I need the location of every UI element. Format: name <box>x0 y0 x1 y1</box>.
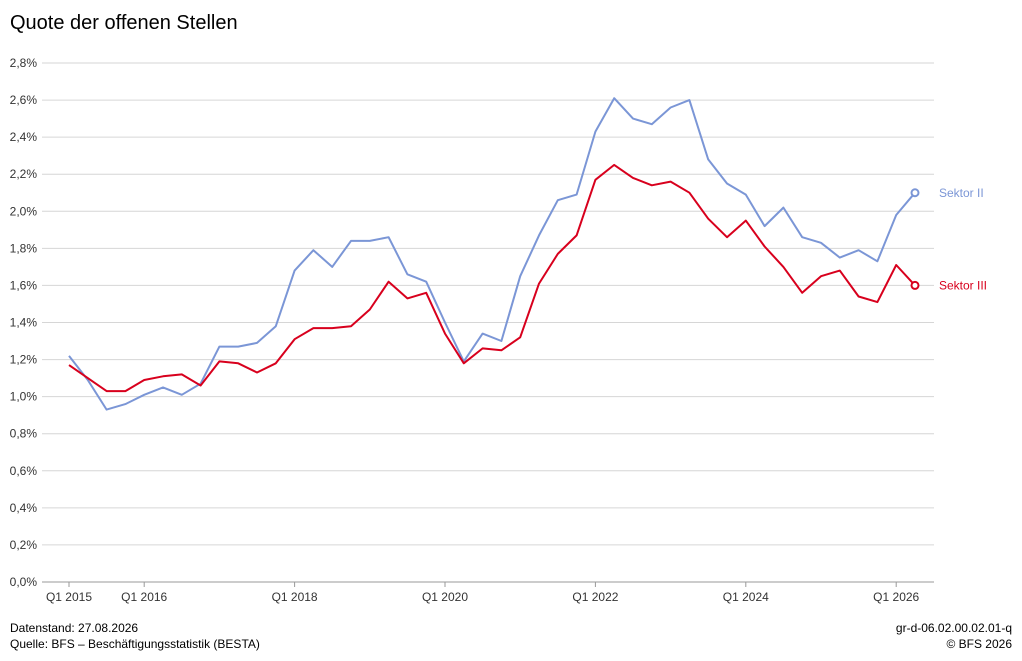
y-tick-label: 2,4% <box>10 130 38 144</box>
series-line <box>68 163 916 393</box>
data-date: Datenstand: 27.08.2026 <box>10 621 139 635</box>
x-tick-label: Q1 2020 <box>422 590 468 604</box>
y-axis-ticks: 0,0% 0,2% 0,4% 0,6% 0,8% 1,0% 1,2% 1,4% 1,6% 1,8%… <box>10 56 38 589</box>
grid-lines <box>42 62 934 583</box>
copyright: © BFS 2026 <box>946 637 1012 651</box>
series-group <box>68 97 920 411</box>
series-label: Sektor II <box>939 186 984 200</box>
y-tick-label: 0,0% <box>10 575 38 589</box>
y-tick-label: 1,6% <box>10 278 38 292</box>
series-label: Sektor III <box>939 278 987 292</box>
y-tick-label: 0,8% <box>10 427 38 441</box>
y-tick-label: 1,2% <box>10 353 38 367</box>
y-tick-label: 2,8% <box>10 56 38 70</box>
y-tick-label: 2,2% <box>10 167 38 181</box>
series-line <box>68 97 916 411</box>
chart-title: Quote der offenen Stellen <box>10 12 238 34</box>
series-end-marker <box>910 188 920 198</box>
y-tick-label: 1,4% <box>10 316 38 330</box>
series-end-marker <box>910 280 920 290</box>
footer-left: Datenstand: 27.08.2026 Quelle: BFS – Bes… <box>10 620 260 652</box>
y-tick-label: 1,0% <box>10 390 38 404</box>
data-source: Quelle: BFS – Beschäftigungsstatistik (B… <box>10 637 260 651</box>
x-axis-ticks: Q1 2015 Q1 2016 Q1 2018 Q1 2020 Q1 2022 Q1 20… <box>46 582 920 604</box>
x-tick-label: Q1 2026 <box>873 590 919 604</box>
y-tick-label: 0,2% <box>10 538 38 552</box>
y-tick-label: 2,0% <box>10 204 38 218</box>
x-tick-label: Q1 2018 <box>272 590 318 604</box>
x-tick-label: Q1 2024 <box>723 590 769 604</box>
x-tick-label: Q1 2022 <box>572 590 618 604</box>
y-tick-label: 0,6% <box>10 464 38 478</box>
footer-right: gr-d-06.02.00.02.01-q © BFS 2026 <box>896 620 1012 652</box>
y-tick-label: 0,4% <box>10 501 38 515</box>
series-labels: Sektor II Sektor III <box>939 186 987 293</box>
y-tick-label: 1,8% <box>10 241 38 255</box>
graphic-code: gr-d-06.02.00.02.01-q <box>895 621 1012 635</box>
y-tick-label: 2,6% <box>10 93 38 107</box>
x-tick-label: Q1 2016 <box>121 590 167 604</box>
x-tick-label: Q1 2015 <box>46 590 92 604</box>
